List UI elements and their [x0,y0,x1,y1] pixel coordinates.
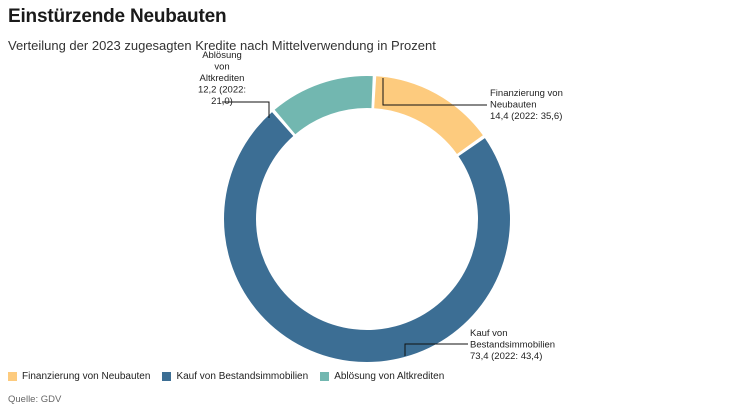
leader-altkredite [222,101,270,118]
legend-swatch-altkredite [320,372,330,381]
label-bestand: Kauf von Bestandsimmobilien 73,4 (2022: 43… [470,328,555,362]
chart-subtitle: Verteilung der 2023 zugesagten Kredite n… [8,38,436,53]
legend-item-altkredite: Ablösung von Altkrediten [320,371,444,382]
legend-swatch-bestand [162,372,172,381]
label-altkredite-line: von [214,62,229,73]
label-neubauten: Finanzierung von Neubauten 14,4 (2022: 35,… [490,88,563,122]
label-neubauten-line: Finanzierung von [490,88,563,99]
leader-bestand [404,343,468,356]
slice-bestand [224,112,511,362]
legend-label-bestand: Kauf von Bestandsimmobilien [176,371,309,382]
legend-label-neubauten: Finanzierung von Neubauten [22,371,151,382]
slice-neubauten [374,76,483,154]
label-altkredite: Ablösung von Altkrediten 12,2 (2022: 21,0) [198,50,246,107]
leader-neubauten [382,78,487,106]
label-bestand-line: 73,4 (2022: 43,4) [470,351,542,362]
label-altkredite-line: 21,0) [211,96,233,107]
label-altkredite-line: Altkrediten [200,73,245,84]
legend-swatch-neubauten [8,372,17,381]
legend-label-altkredite: Ablösung von Altkrediten [334,371,445,382]
label-bestand-line: Bestandsimmobilien [470,340,555,351]
label-bestand-line: Kauf von [470,328,508,339]
label-altkredite-line: Ablösung [202,50,242,61]
legend-item-bestand: Kauf von Bestandsimmobilien [162,371,308,382]
chart-title: Einstürzende Neubauten [8,6,227,27]
source-note: Quelle: GDV [8,394,62,405]
label-neubauten-line: Neubauten [490,100,536,111]
label-neubauten-line: 14,4 (2022: 35,6) [490,111,562,122]
slice-altkredite [274,76,373,135]
label-altkredite-line: 12,2 (2022: [198,85,246,96]
legend-item-neubauten: Finanzierung von Neubauten [8,371,150,382]
legend: Finanzierung von Neubauten Kauf von Best… [8,371,456,382]
